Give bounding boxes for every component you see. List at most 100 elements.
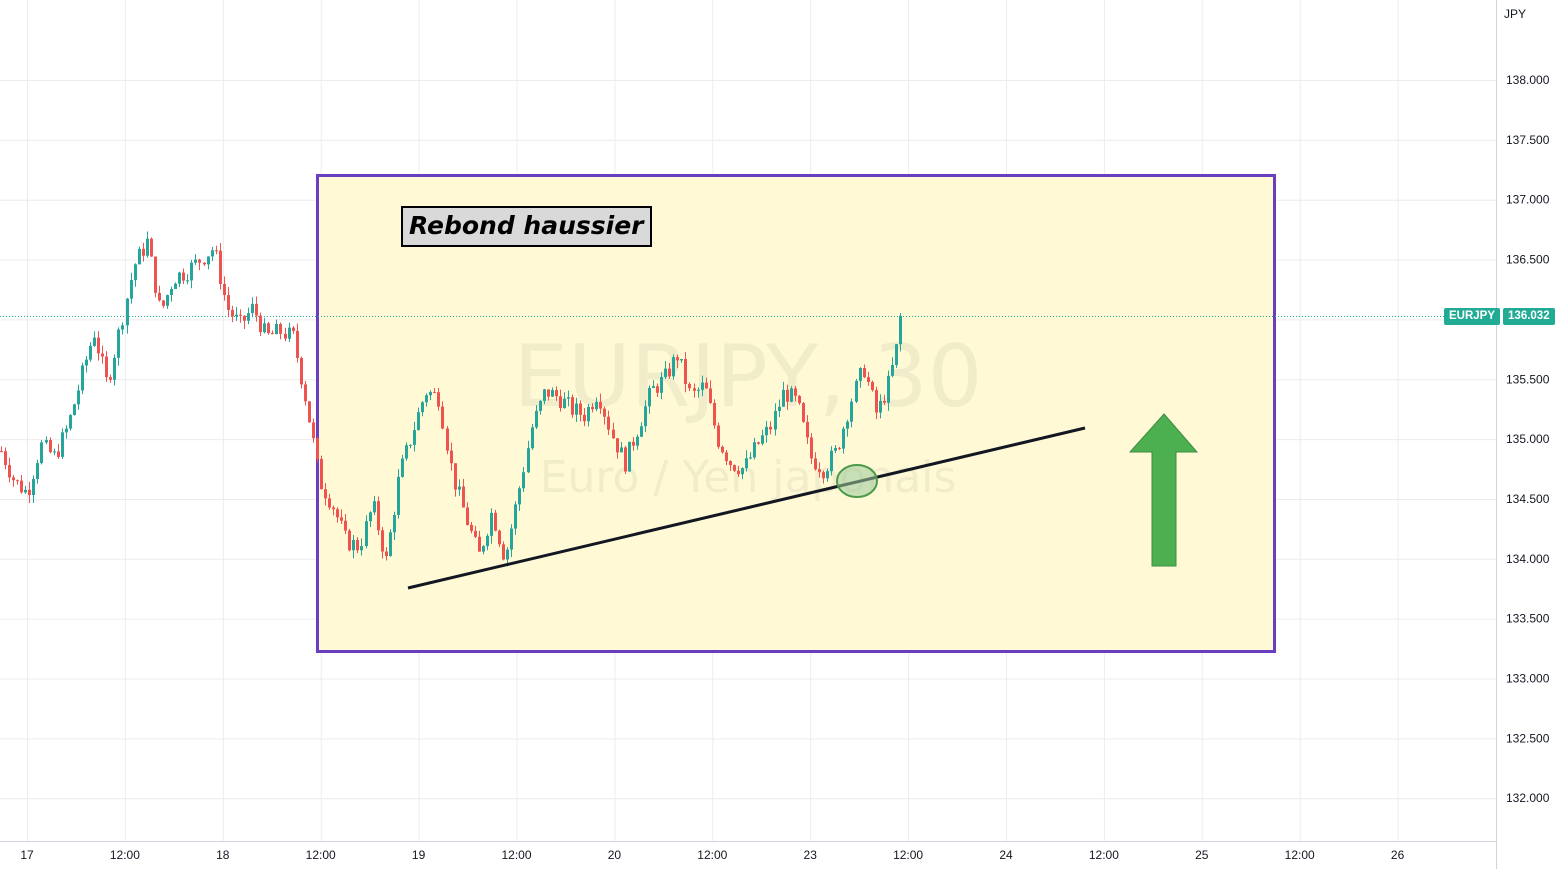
time-tick-label: 18 xyxy=(216,848,230,862)
candle-body xyxy=(324,489,327,499)
candle-body xyxy=(838,447,841,449)
price-tick-label: 132.000 xyxy=(1506,791,1550,805)
watermark-title: EURJPY, 30 xyxy=(513,327,982,427)
candle-body xyxy=(198,259,201,263)
candle-body xyxy=(304,384,307,402)
candle-body xyxy=(620,447,623,453)
price-tick-label: 135.000 xyxy=(1506,432,1550,446)
candle-body xyxy=(595,401,598,410)
candle-body xyxy=(421,402,424,413)
candle-body xyxy=(365,521,368,547)
candle-body xyxy=(871,381,874,391)
candle-body xyxy=(583,414,586,422)
candle-body xyxy=(494,512,497,531)
time-tick-label: 12:00 xyxy=(893,848,923,862)
candle-body xyxy=(97,337,100,354)
candle-body xyxy=(466,507,469,525)
candle-body xyxy=(551,390,554,397)
candle-body xyxy=(385,551,388,557)
candle-body xyxy=(85,359,88,366)
candle-body xyxy=(624,447,627,472)
candle-body xyxy=(150,238,153,257)
candle-body xyxy=(535,410,538,428)
candle-body xyxy=(486,535,489,547)
candle-body xyxy=(761,435,764,444)
time-tick-label: 12:00 xyxy=(1285,848,1315,862)
candle-body xyxy=(312,422,315,439)
time-axis[interactable]: 17 12:00 18 12:00 19 12:00 20 12:00 23 12:00 24 12:… xyxy=(20,848,1404,862)
candle-body xyxy=(251,303,254,314)
candle-body xyxy=(652,386,655,388)
trendline-touch-marker[interactable] xyxy=(836,464,878,498)
candle-body xyxy=(77,390,80,405)
candle-body xyxy=(693,388,696,391)
candle-body xyxy=(478,536,481,552)
candle-body xyxy=(636,436,639,446)
candle-body xyxy=(603,408,606,417)
price-tick-label: 132.500 xyxy=(1506,731,1550,745)
candle-body xyxy=(822,472,825,479)
support-trendline[interactable] xyxy=(407,426,1086,590)
candle-body xyxy=(749,457,752,459)
candle-body xyxy=(859,367,862,381)
candle-body xyxy=(259,315,262,333)
candle-body xyxy=(855,380,858,402)
candle-body xyxy=(190,262,193,281)
candle-body xyxy=(417,412,420,431)
candle-body xyxy=(672,357,675,377)
annotation-label[interactable]: Rebond haussier xyxy=(401,206,652,247)
candle-body xyxy=(405,445,408,459)
candle-body xyxy=(288,327,291,339)
candle-body xyxy=(571,397,574,415)
candle-body xyxy=(292,327,295,331)
time-tick-label: 24 xyxy=(999,848,1013,862)
candle-body xyxy=(93,337,96,346)
candle-body xyxy=(207,256,210,265)
candle-body xyxy=(644,406,647,427)
price-tick-label: 138.000 xyxy=(1506,73,1550,87)
candle-body xyxy=(757,442,760,444)
candle-body xyxy=(239,314,242,316)
candle-body xyxy=(20,480,23,493)
candle-body xyxy=(591,406,594,410)
candle-body xyxy=(668,368,671,377)
candle-body xyxy=(474,530,477,537)
candle-body xyxy=(121,325,124,330)
candle-body xyxy=(539,400,542,411)
candle-body xyxy=(733,465,736,471)
candle-body xyxy=(709,388,712,403)
currency-label: JPY xyxy=(1504,7,1526,21)
candle-body xyxy=(745,458,748,469)
candle-body xyxy=(814,458,817,470)
candle-body xyxy=(211,250,214,257)
candle-body xyxy=(178,272,181,284)
candle-body xyxy=(660,377,663,393)
candle-body xyxy=(8,465,11,478)
time-tick-label: 23 xyxy=(804,848,818,862)
candle-body xyxy=(498,530,501,545)
candle-body xyxy=(316,438,319,459)
bullish-arrow-icon[interactable] xyxy=(1128,413,1199,567)
candle-body xyxy=(774,410,777,430)
candle-body xyxy=(834,447,837,451)
candle-body xyxy=(227,295,230,310)
candle-body xyxy=(879,400,882,413)
candle-body xyxy=(437,392,440,407)
candle-body xyxy=(778,406,781,411)
candle-body xyxy=(846,421,849,429)
candle-body xyxy=(842,428,845,449)
candle-body xyxy=(741,468,744,475)
candle-body xyxy=(705,382,708,389)
candle-body xyxy=(502,544,505,560)
candle-body xyxy=(579,403,582,415)
candle-body xyxy=(506,549,509,560)
candle-body xyxy=(664,368,667,378)
candle-body xyxy=(356,539,359,551)
price-tick-label: 134.500 xyxy=(1506,492,1550,506)
candle-body xyxy=(729,461,732,466)
price-axis[interactable]: JPY 138.000137.500137.000136.500136.0001… xyxy=(1504,7,1550,805)
candle-body xyxy=(397,476,400,515)
candle-body xyxy=(887,375,890,403)
candle-body xyxy=(146,238,149,256)
